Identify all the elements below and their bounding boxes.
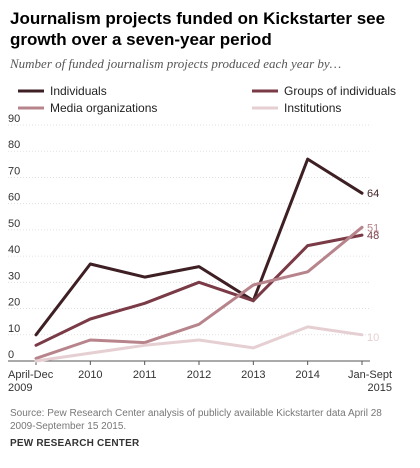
y-tick-label: 0 — [8, 349, 14, 361]
chart-title: Journalism projects funded on Kickstarte… — [10, 9, 386, 49]
series-line — [34, 157, 364, 337]
end-value-label: 51 — [367, 222, 379, 234]
end-value-label: 48 — [367, 230, 379, 242]
x-tick-label: 2011 — [133, 369, 157, 381]
end-value-label: 10 — [367, 332, 379, 344]
x-tick-label: 2015 — [368, 382, 392, 394]
x-tick-label: Jan-Sept — [348, 369, 392, 381]
x-tick-label: 2010 — [78, 369, 102, 381]
y-tick-label: 90 — [8, 113, 20, 125]
x-tick-label: 2014 — [295, 369, 319, 381]
y-tick-label: 50 — [8, 218, 20, 230]
y-tick-label: 20 — [8, 297, 20, 309]
chart-subtitle: Number of funded journalism projects pro… — [10, 56, 342, 71]
y-tick-label: 70 — [8, 165, 20, 177]
series-line — [34, 225, 364, 360]
brand-label: PEW RESEARCH CENTER — [10, 438, 140, 449]
legend-label: Groups of individuals — [284, 84, 396, 98]
y-tick-label: 40 — [8, 244, 20, 256]
series-line — [34, 325, 364, 363]
x-tick-label: 2012 — [187, 369, 211, 381]
x-tick-label: April-Dec — [8, 369, 54, 381]
y-tick-label: 30 — [8, 270, 20, 282]
series-line — [34, 233, 364, 347]
y-tick-label: 80 — [8, 139, 20, 151]
source-note: Source: Pew Research Center analysis of … — [10, 408, 382, 432]
y-tick-label: 60 — [8, 192, 20, 204]
legend-label: Media organizations — [50, 101, 157, 115]
legend-label: Institutions — [284, 101, 341, 115]
legend-label: Individuals — [50, 84, 107, 98]
y-tick-label: 10 — [8, 323, 20, 335]
x-tick-label: 2009 — [8, 382, 32, 394]
end-value-label: 64 — [367, 188, 379, 200]
x-tick-label: 2013 — [241, 369, 265, 381]
